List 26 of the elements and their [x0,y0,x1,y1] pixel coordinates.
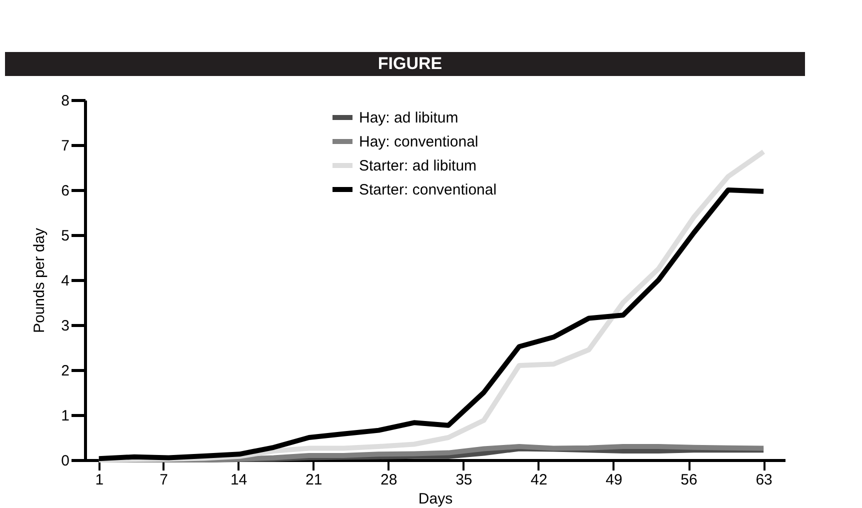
y-tick-label: 6 [61,182,70,200]
legend-label: Starter: conventional [359,182,497,198]
x-tick-label: 14 [230,472,248,488]
x-axis-title: Days [418,490,453,508]
x-tick-label: 35 [456,472,472,488]
y-tick-label: 0 [61,452,70,470]
x-tick-label: 49 [606,472,622,488]
legend-label: Starter: ad libitum [359,158,477,174]
x-tick-label: 1 [95,472,104,488]
chart-title: FIGURE [378,54,442,73]
x-tick-label: 28 [380,472,398,488]
y-tick-label: 4 [61,272,70,290]
legend-label: Hay: conventional [359,134,478,150]
y-tick-label: 3 [61,318,70,334]
x-tick-label: 56 [680,472,698,488]
y-tick-label: 7 [61,138,70,154]
x-tick-label: 7 [160,472,168,488]
y-tick-label: 8 [61,92,70,110]
y-axis-title: Pounds per day [31,227,48,334]
y-tick-label: 1 [61,408,70,424]
x-tick-label: 63 [756,472,772,488]
y-tick-label: 2 [61,362,70,380]
y-tick-label: 5 [61,228,70,244]
x-tick-label: 21 [305,472,322,488]
x-tick-label: 42 [530,472,548,488]
legend-label: Hay: ad libitum [359,110,458,126]
